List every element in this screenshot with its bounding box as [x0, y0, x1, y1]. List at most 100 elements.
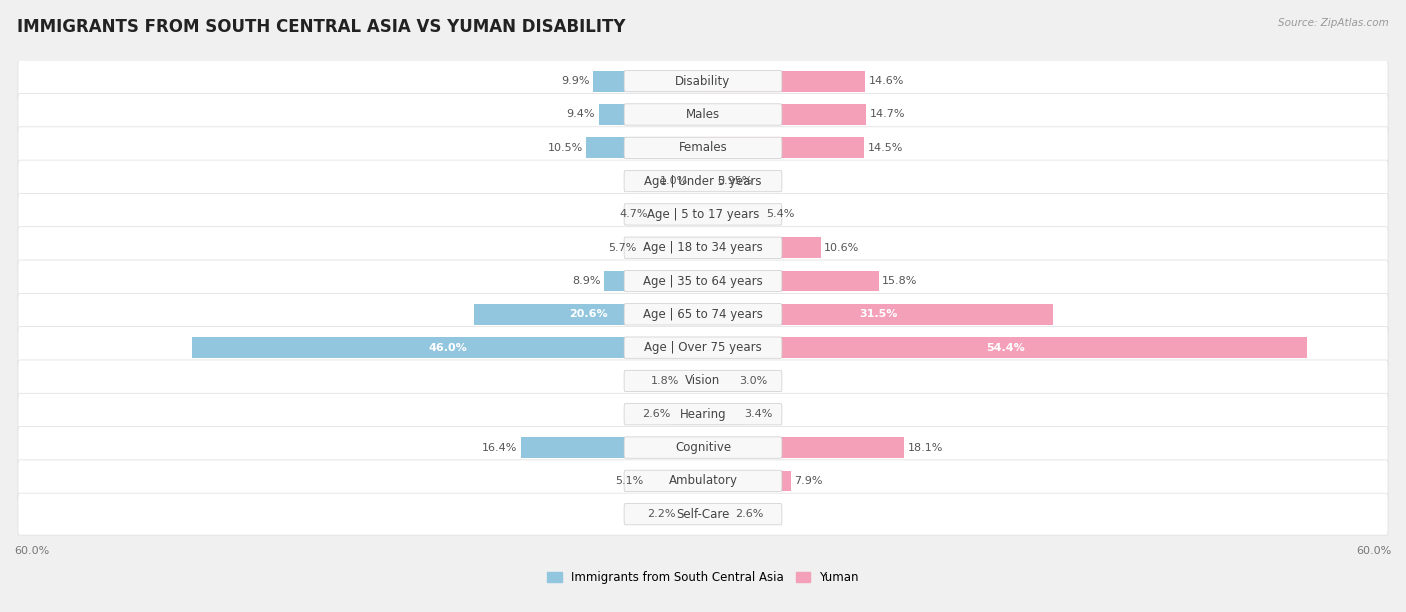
- Text: 5.4%: 5.4%: [766, 209, 794, 220]
- Text: Age | 18 to 34 years: Age | 18 to 34 years: [643, 241, 763, 254]
- Text: 5.7%: 5.7%: [607, 243, 637, 253]
- FancyBboxPatch shape: [18, 460, 1388, 502]
- FancyBboxPatch shape: [624, 104, 782, 125]
- Text: Age | 35 to 64 years: Age | 35 to 64 years: [643, 275, 763, 288]
- Bar: [703, 337, 1308, 358]
- Bar: [593, 71, 703, 92]
- Text: Females: Females: [679, 141, 727, 154]
- Bar: [520, 437, 703, 458]
- Text: 4.7%: 4.7%: [619, 209, 647, 220]
- Text: 46.0%: 46.0%: [427, 343, 467, 353]
- Text: 16.4%: 16.4%: [482, 442, 517, 452]
- Bar: [703, 404, 741, 425]
- Bar: [703, 171, 714, 192]
- Text: 2.2%: 2.2%: [647, 509, 675, 519]
- Bar: [703, 271, 879, 291]
- FancyBboxPatch shape: [624, 70, 782, 92]
- Text: Source: ZipAtlas.com: Source: ZipAtlas.com: [1278, 18, 1389, 28]
- Text: 2.6%: 2.6%: [643, 409, 671, 419]
- Text: Hearing: Hearing: [679, 408, 727, 420]
- Text: 9.4%: 9.4%: [567, 110, 595, 119]
- FancyBboxPatch shape: [18, 127, 1388, 169]
- FancyBboxPatch shape: [18, 260, 1388, 302]
- FancyBboxPatch shape: [18, 60, 1388, 102]
- FancyBboxPatch shape: [624, 204, 782, 225]
- FancyBboxPatch shape: [624, 504, 782, 525]
- Text: 10.6%: 10.6%: [824, 243, 859, 253]
- Bar: [647, 471, 703, 491]
- Text: 60.0%: 60.0%: [1357, 546, 1392, 556]
- Text: Males: Males: [686, 108, 720, 121]
- Text: 0.95%: 0.95%: [717, 176, 752, 186]
- Text: 3.4%: 3.4%: [744, 409, 772, 419]
- Text: 54.4%: 54.4%: [986, 343, 1025, 353]
- FancyBboxPatch shape: [624, 437, 782, 458]
- Bar: [651, 204, 703, 225]
- Bar: [703, 138, 865, 158]
- FancyBboxPatch shape: [18, 226, 1388, 269]
- FancyBboxPatch shape: [624, 470, 782, 491]
- Bar: [673, 404, 703, 425]
- Bar: [703, 371, 737, 391]
- FancyBboxPatch shape: [624, 337, 782, 358]
- Bar: [703, 471, 790, 491]
- Bar: [640, 237, 703, 258]
- Bar: [703, 237, 821, 258]
- Text: 14.6%: 14.6%: [869, 76, 904, 86]
- FancyBboxPatch shape: [18, 327, 1388, 368]
- Text: 7.9%: 7.9%: [794, 476, 823, 486]
- Legend: Immigrants from South Central Asia, Yuman: Immigrants from South Central Asia, Yuma…: [543, 567, 863, 589]
- Bar: [191, 337, 703, 358]
- Text: 60.0%: 60.0%: [14, 546, 49, 556]
- FancyBboxPatch shape: [18, 193, 1388, 236]
- Bar: [683, 371, 703, 391]
- FancyBboxPatch shape: [624, 137, 782, 159]
- Text: 14.7%: 14.7%: [870, 110, 905, 119]
- FancyBboxPatch shape: [18, 360, 1388, 402]
- Bar: [703, 204, 763, 225]
- Bar: [692, 171, 703, 192]
- FancyBboxPatch shape: [624, 370, 782, 392]
- Text: 5.1%: 5.1%: [614, 476, 643, 486]
- FancyBboxPatch shape: [18, 293, 1388, 335]
- Bar: [605, 271, 703, 291]
- Bar: [703, 104, 866, 125]
- FancyBboxPatch shape: [18, 493, 1388, 535]
- Text: Age | 5 to 17 years: Age | 5 to 17 years: [647, 208, 759, 221]
- Text: Cognitive: Cognitive: [675, 441, 731, 454]
- Text: Age | Over 75 years: Age | Over 75 years: [644, 341, 762, 354]
- Text: 1.0%: 1.0%: [661, 176, 689, 186]
- Text: 31.5%: 31.5%: [859, 309, 897, 319]
- Text: 9.9%: 9.9%: [561, 76, 589, 86]
- FancyBboxPatch shape: [18, 394, 1388, 435]
- Bar: [703, 304, 1053, 324]
- Bar: [703, 71, 865, 92]
- Text: Vision: Vision: [685, 375, 721, 387]
- Text: Disability: Disability: [675, 75, 731, 88]
- Text: 8.9%: 8.9%: [572, 276, 600, 286]
- Bar: [703, 437, 904, 458]
- Text: IMMIGRANTS FROM SOUTH CENTRAL ASIA VS YUMAN DISABILITY: IMMIGRANTS FROM SOUTH CENTRAL ASIA VS YU…: [17, 18, 626, 36]
- FancyBboxPatch shape: [624, 403, 782, 425]
- Text: 1.8%: 1.8%: [651, 376, 679, 386]
- Text: 2.6%: 2.6%: [735, 509, 763, 519]
- Text: 3.0%: 3.0%: [740, 376, 768, 386]
- FancyBboxPatch shape: [18, 160, 1388, 202]
- FancyBboxPatch shape: [624, 271, 782, 292]
- FancyBboxPatch shape: [624, 171, 782, 192]
- FancyBboxPatch shape: [624, 237, 782, 258]
- Bar: [703, 504, 733, 524]
- Text: 18.1%: 18.1%: [907, 442, 943, 452]
- Text: Ambulatory: Ambulatory: [668, 474, 738, 487]
- Bar: [474, 304, 703, 324]
- Bar: [599, 104, 703, 125]
- FancyBboxPatch shape: [18, 94, 1388, 135]
- Text: 10.5%: 10.5%: [548, 143, 583, 153]
- Bar: [586, 138, 703, 158]
- Text: Self-Care: Self-Care: [676, 508, 730, 521]
- Bar: [679, 504, 703, 524]
- Text: 15.8%: 15.8%: [882, 276, 917, 286]
- Text: Age | 65 to 74 years: Age | 65 to 74 years: [643, 308, 763, 321]
- FancyBboxPatch shape: [18, 427, 1388, 469]
- Text: 14.5%: 14.5%: [868, 143, 903, 153]
